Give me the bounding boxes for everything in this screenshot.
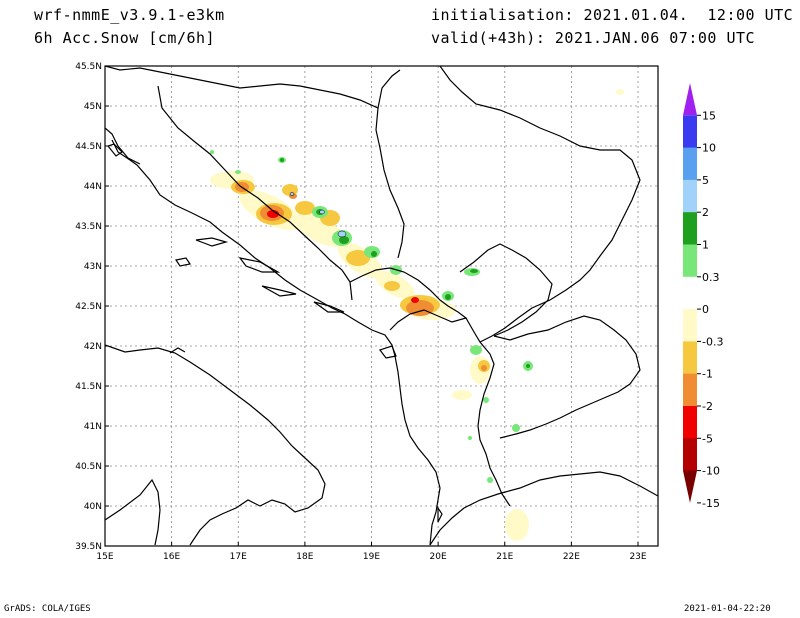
colorbar-arrow-bottom [683,470,697,503]
model-title: wrf-nmmE_v3.9.1-e3km [34,6,225,24]
field-title: 6h Acc.Snow [cm/6h] [34,29,216,47]
lon-tick-label: 15E [96,552,113,562]
colorbar-label: 15 [702,109,716,122]
lat-tick-label: 41N [84,422,102,432]
valid-time: valid(+43h): 2021.JAN.06 07:00 UTC [431,29,756,47]
colorbar-segment [683,179,697,213]
lat-tick-label: 41.5N [75,382,102,392]
lat-tick-label: 42.5N [75,302,102,312]
colorbar-label: -10 [702,465,720,478]
colorbar-segment [683,341,697,375]
lat-tick-label: 43N [84,262,102,272]
colorbar-arrow-top [683,83,697,116]
colorbar-segment [683,438,697,472]
lon-tick-labels: 15E 16E 17E 18E 19E 20E 21E 22E 23E [96,542,647,562]
lon-tick-label: 18E [296,552,313,562]
colorbar-label: -1 [702,368,713,381]
colorbar-label: -0.3 [702,335,723,348]
lon-tick-label: 22E [563,552,580,562]
colorbar-segment [683,406,697,439]
lon-tick-label: 21E [496,552,513,562]
lat-tick-label: 45N [84,102,102,112]
colorbar-segment [683,147,697,181]
lat-tick-label: 39.5N [75,542,102,552]
snow-field [210,89,624,541]
lat-tick-label: 44N [84,182,102,192]
colorbar [683,83,697,503]
lat-tick-labels: 45.5N 45N 44.5N 44N 43.5N 43N 42.5N 42N 41.5N 41N… [75,62,109,552]
colorbar-label: 0 [702,303,709,316]
coastlines-borders [105,66,658,546]
colorbar-segment [683,373,697,407]
lon-tick-label: 23E [629,552,646,562]
colorbar-segment [683,115,697,149]
colorbar-segment [683,212,697,245]
colorbar-segment [683,244,697,278]
colorbar-label: -15 [702,497,720,510]
lat-tick-label: 43.5N [75,222,102,232]
lat-tick-label: 45.5N [75,62,102,72]
lat-tick-label: 40N [84,502,102,512]
init-time: initialisation: 2021.01.04. 12:00 UTC [431,6,794,24]
colorbar-label: 10 [702,142,716,155]
colorbar-segment [683,309,697,342]
lat-tick-label: 44.5N [75,142,102,152]
footer-timestamp: 2021-01-04-22:20 [684,604,771,614]
colorbar-label: 0.3 [702,271,720,284]
footer-credit: GrADS: COLA/IGES [4,604,91,614]
lon-tick-label: 19E [363,552,380,562]
colorbar-label: 1 [702,239,709,252]
lon-tick-label: 16E [163,552,180,562]
lon-tick-label: 20E [430,552,447,562]
lat-tick-label: 40.5N [75,462,102,472]
colorbar-label: -2 [702,400,713,413]
colorbar-segment [683,276,697,310]
lat-tick-label: 42N [84,342,102,352]
lon-tick-label: 17E [230,552,247,562]
colorbar-labels: 15 10 5 2 1 0.3 0 -0.3 -1 -2 -5 -10 -15 [697,109,723,510]
colorbar-label: 5 [702,174,709,187]
colorbar-label: -5 [702,432,713,445]
colorbar-label: 2 [702,206,709,219]
